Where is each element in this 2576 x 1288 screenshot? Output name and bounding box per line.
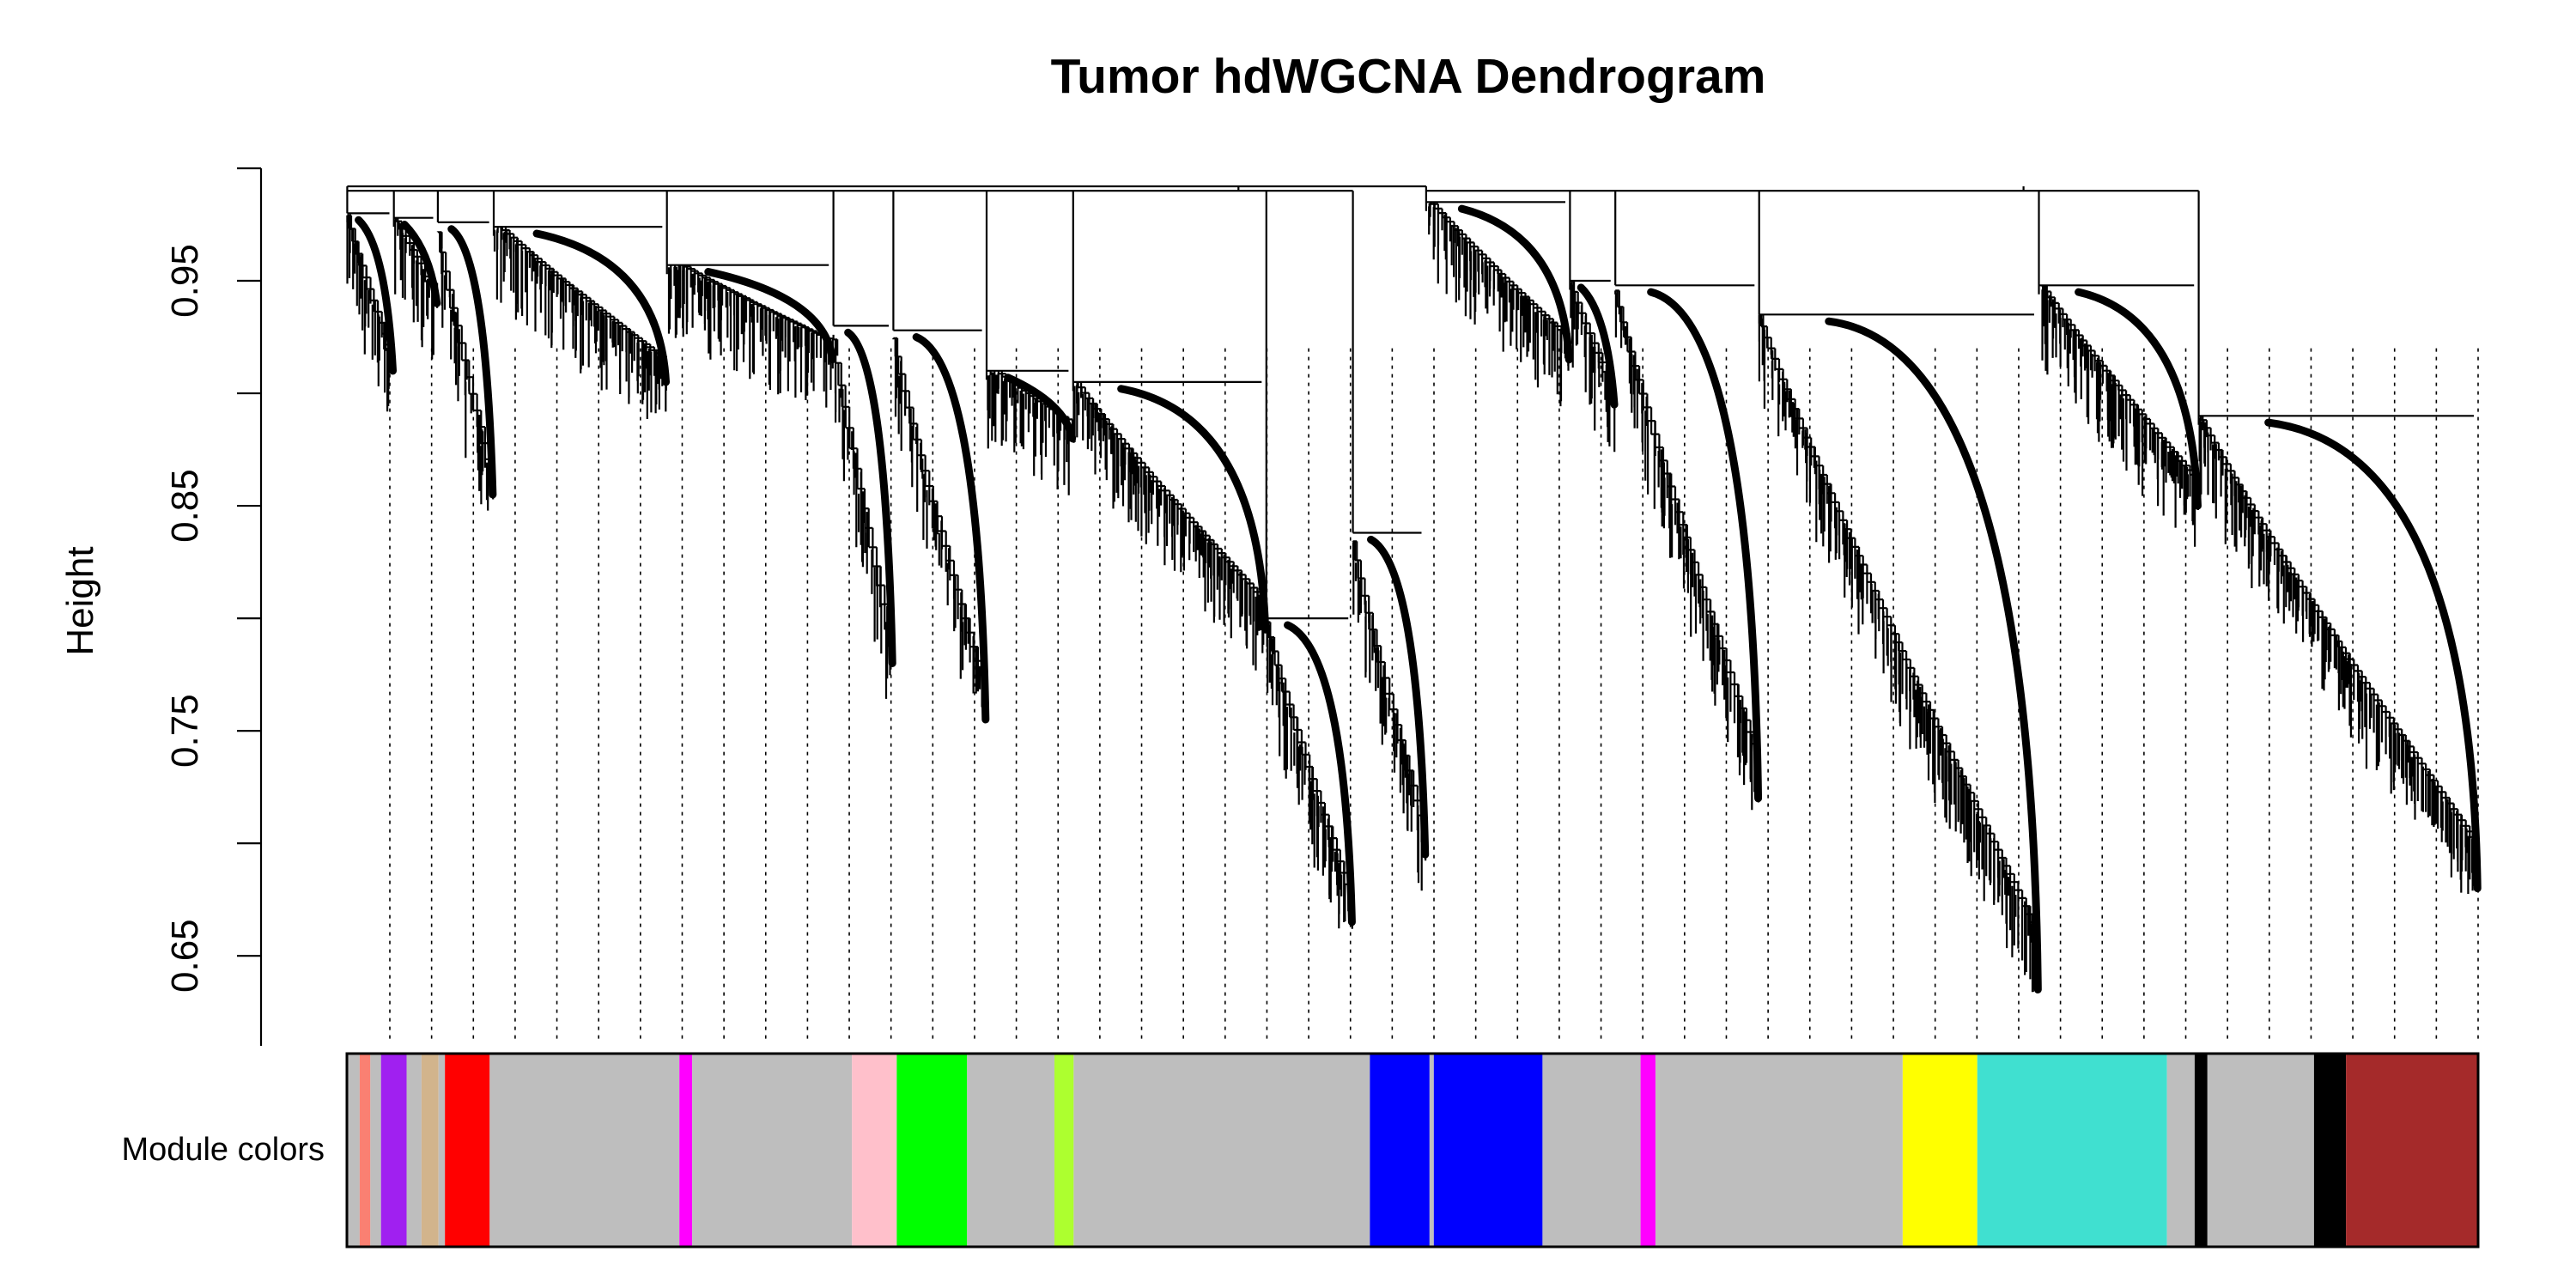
leaf-bundle <box>1577 283 1619 409</box>
module-color-segment <box>1902 1054 1978 1247</box>
chart-title: Tumor hdWGCNA Dendrogram <box>1051 49 1766 104</box>
module-color-segment <box>2346 1054 2478 1247</box>
leaf-bundle <box>532 229 671 386</box>
leaf-bundle <box>844 328 896 668</box>
y-tick-label: 0.65 <box>164 919 206 993</box>
y-tick-label: 0.85 <box>164 469 206 543</box>
leaf-bundle <box>1825 317 2042 993</box>
y-tick-label: 0.75 <box>164 694 206 768</box>
module-color-segment <box>2166 1054 2195 1247</box>
module-color-segment <box>2194 1054 2208 1247</box>
dendrogram-tree <box>346 185 2482 993</box>
module-color-segment <box>1433 1054 1543 1247</box>
module-color-segment <box>406 1054 422 1247</box>
module-color-segment <box>896 1054 968 1247</box>
module-color-segment <box>2313 1054 2347 1247</box>
module-color-segment <box>967 1054 1055 1247</box>
module-color-segment <box>380 1054 407 1247</box>
leaf-bundle <box>1117 385 1270 634</box>
module-color-segment <box>692 1054 853 1247</box>
y-tick-label: 0.95 <box>164 244 206 318</box>
leaf-bundle <box>1647 288 1763 803</box>
module-colors-label: Module colors <box>121 1132 325 1168</box>
module-color-segment <box>347 1054 360 1247</box>
module-color-segment <box>1054 1054 1074 1247</box>
module-color-segment <box>1542 1054 1641 1247</box>
module-color-segment <box>445 1054 490 1247</box>
module-color-segment <box>359 1054 371 1247</box>
leaf-bundle <box>355 216 398 375</box>
leaf-bundle <box>2075 288 2202 510</box>
module-color-segment <box>421 1054 439 1247</box>
leaf-bundle <box>447 225 497 499</box>
leaf-bundle <box>704 268 836 364</box>
leaf-bundle <box>1004 374 1077 442</box>
leaf-bundle <box>1457 204 1573 364</box>
module-color-segment <box>1977 1054 2167 1247</box>
module-color-segment <box>1429 1054 1434 1247</box>
leaf-bundle <box>912 333 990 724</box>
y-axis-label: Height <box>59 546 101 655</box>
module-color-segment <box>1073 1054 1370 1247</box>
leaf-bundle <box>1284 621 1356 927</box>
leaf-bundle <box>1367 535 1430 859</box>
module-color-segment <box>438 1054 446 1247</box>
leaf-bundle <box>400 221 441 307</box>
module-color-segment <box>679 1054 693 1247</box>
module-band-border <box>345 1052 2480 1249</box>
module-color-segment <box>1370 1054 1430 1247</box>
module-color-band <box>345 1052 2480 1249</box>
y-axis: 0.65 0.75 0.85 0.95 <box>164 167 263 1046</box>
module-color-segment <box>370 1054 381 1247</box>
module-color-segment <box>852 1054 897 1247</box>
module-color-segment <box>1640 1054 1656 1247</box>
module-color-segment <box>2207 1054 2314 1247</box>
module-color-segment <box>489 1054 680 1247</box>
leaf-bundle <box>2264 418 2482 893</box>
leaf-guide-lines <box>389 348 2479 1042</box>
module-color-segment <box>1655 1054 1903 1247</box>
